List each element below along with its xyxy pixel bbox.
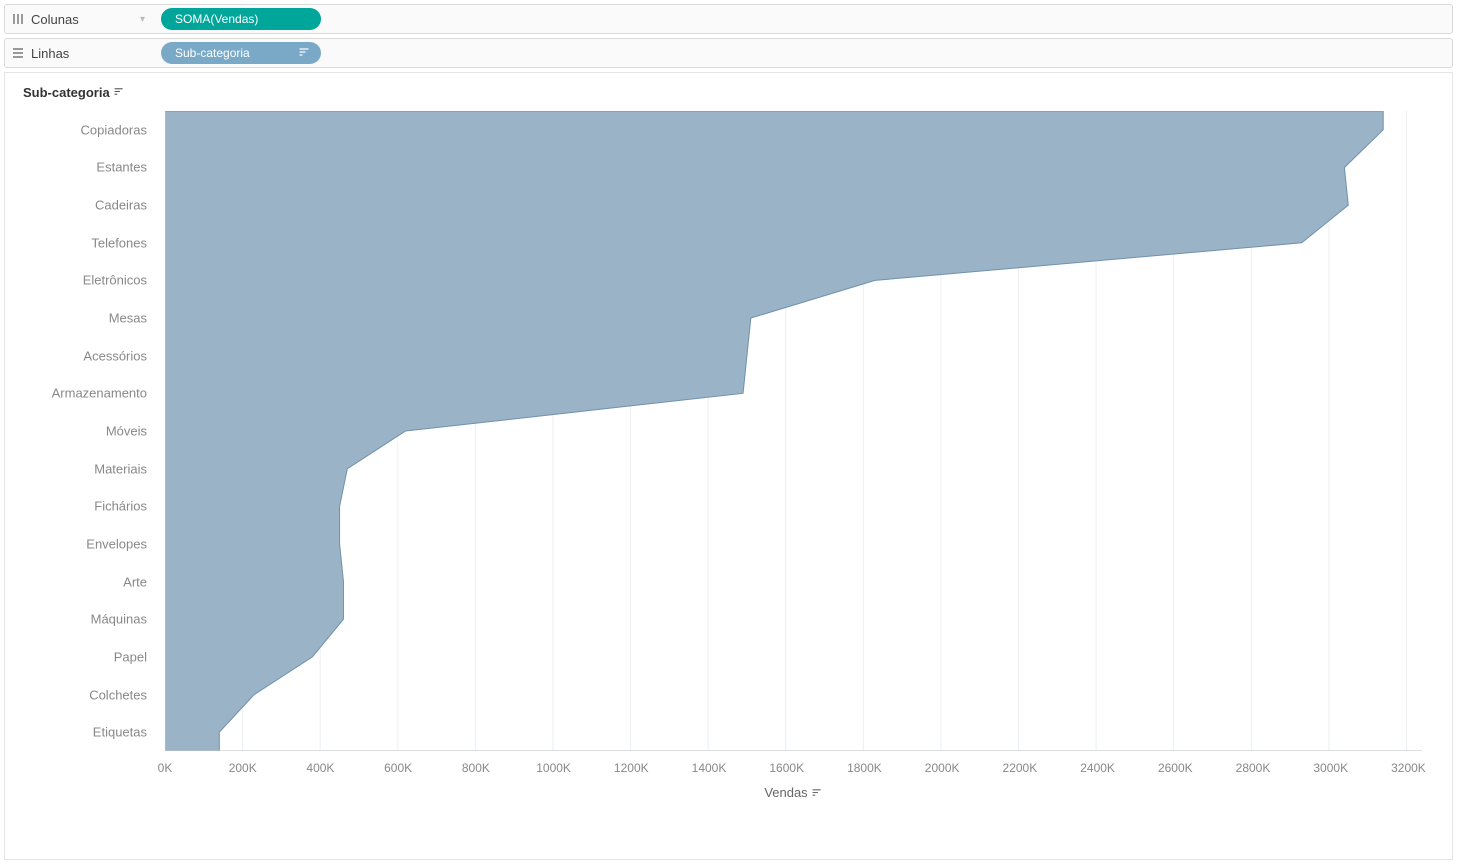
- rows-pill[interactable]: Sub-categoria: [161, 42, 321, 64]
- y-axis-category-label[interactable]: Copiadoras: [81, 122, 148, 137]
- y-axis-category-label[interactable]: Acessórios: [83, 348, 147, 363]
- x-axis-tick-label: 200K: [229, 761, 257, 775]
- y-axis-category-label[interactable]: Arte: [123, 574, 147, 589]
- y-axis-category-label[interactable]: Estantes: [96, 160, 147, 175]
- row-header-text: Sub-categoria: [23, 85, 110, 100]
- x-axis-title[interactable]: Vendas: [165, 785, 1422, 800]
- y-axis-category-label[interactable]: Envelopes: [86, 536, 147, 551]
- rows-shelf-label-wrap: Linhas: [11, 46, 151, 61]
- y-axis-category-label[interactable]: Colchetes: [89, 687, 147, 702]
- x-axis-tick-label: 1800K: [847, 761, 882, 775]
- rows-pill-sort-icon: [299, 47, 311, 60]
- row-header-label[interactable]: Sub-categoria: [23, 85, 125, 100]
- rows-shelf[interactable]: Linhas Sub-categoria: [4, 38, 1453, 68]
- x-axis-tick-label: 2400K: [1080, 761, 1115, 775]
- columns-shelf-icon: [11, 12, 25, 26]
- x-axis-title-text: Vendas: [764, 785, 807, 800]
- columns-pill[interactable]: SOMA(Vendas): [161, 8, 321, 30]
- y-axis-category-label[interactable]: Eletrônicos: [83, 273, 147, 288]
- y-axis-category-label[interactable]: Armazenamento: [52, 386, 147, 401]
- viz-panel: Sub-categoria Copiadoras Estantes Cadeiras…: [4, 72, 1453, 860]
- x-axis-tick-label: 0K: [158, 761, 173, 775]
- x-axis-tick-label: 1400K: [692, 761, 727, 775]
- rows-pill-label: Sub-categoria: [175, 46, 250, 60]
- area-chart-svg: [165, 111, 1422, 751]
- y-axis-category-label[interactable]: Máquinas: [91, 612, 147, 627]
- x-axis-tick-label: 1600K: [769, 761, 804, 775]
- chart-area[interactable]: [165, 111, 1422, 751]
- rows-shelf-label: Linhas: [31, 46, 69, 61]
- columns-shelf-dropdown-icon[interactable]: ▾: [140, 14, 151, 25]
- x-axis-sort-icon: [812, 785, 823, 800]
- columns-shelf[interactable]: Colunas ▾ SOMA(Vendas): [4, 4, 1453, 34]
- area-series[interactable]: [165, 111, 1383, 751]
- y-axis-category-label[interactable]: Cadeiras: [95, 198, 147, 213]
- y-axis-category-label[interactable]: Materiais: [94, 461, 147, 476]
- x-axis-tick-label: 1200K: [614, 761, 649, 775]
- row-header-sort-icon: [114, 87, 125, 99]
- y-axis-category-label[interactable]: Mesas: [109, 311, 147, 326]
- x-axis-tick-label: 2200K: [1003, 761, 1038, 775]
- columns-pill-label: SOMA(Vendas): [175, 12, 258, 26]
- x-axis: 0K200K400K600K800K1000K1200K1400K1600K18…: [165, 757, 1422, 797]
- y-axis-category-label[interactable]: Telefones: [91, 235, 147, 250]
- columns-shelf-label: Colunas: [31, 12, 79, 27]
- x-axis-tick-label: 600K: [384, 761, 412, 775]
- x-axis-tick-label: 1000K: [536, 761, 571, 775]
- columns-shelf-label-wrap: Colunas ▾: [11, 12, 151, 27]
- x-axis-tick-label: 3200K: [1391, 761, 1426, 775]
- x-axis-tick-label: 400K: [306, 761, 334, 775]
- y-axis-labels: Copiadoras Estantes Cadeiras Telefones Eletr…: [5, 111, 155, 751]
- y-axis-category-label[interactable]: Fichários: [94, 499, 147, 514]
- y-axis-category-label[interactable]: Móveis: [106, 424, 147, 439]
- x-axis-tick-label: 2600K: [1158, 761, 1193, 775]
- x-axis-tick-label: 800K: [462, 761, 490, 775]
- y-axis-category-label[interactable]: Etiquetas: [93, 725, 147, 740]
- x-axis-tick-label: 2800K: [1236, 761, 1271, 775]
- rows-shelf-icon: [11, 46, 25, 60]
- x-axis-tick-label: 2000K: [925, 761, 960, 775]
- y-axis-category-label[interactable]: Papel: [114, 649, 147, 664]
- x-axis-tick-label: 3000K: [1313, 761, 1348, 775]
